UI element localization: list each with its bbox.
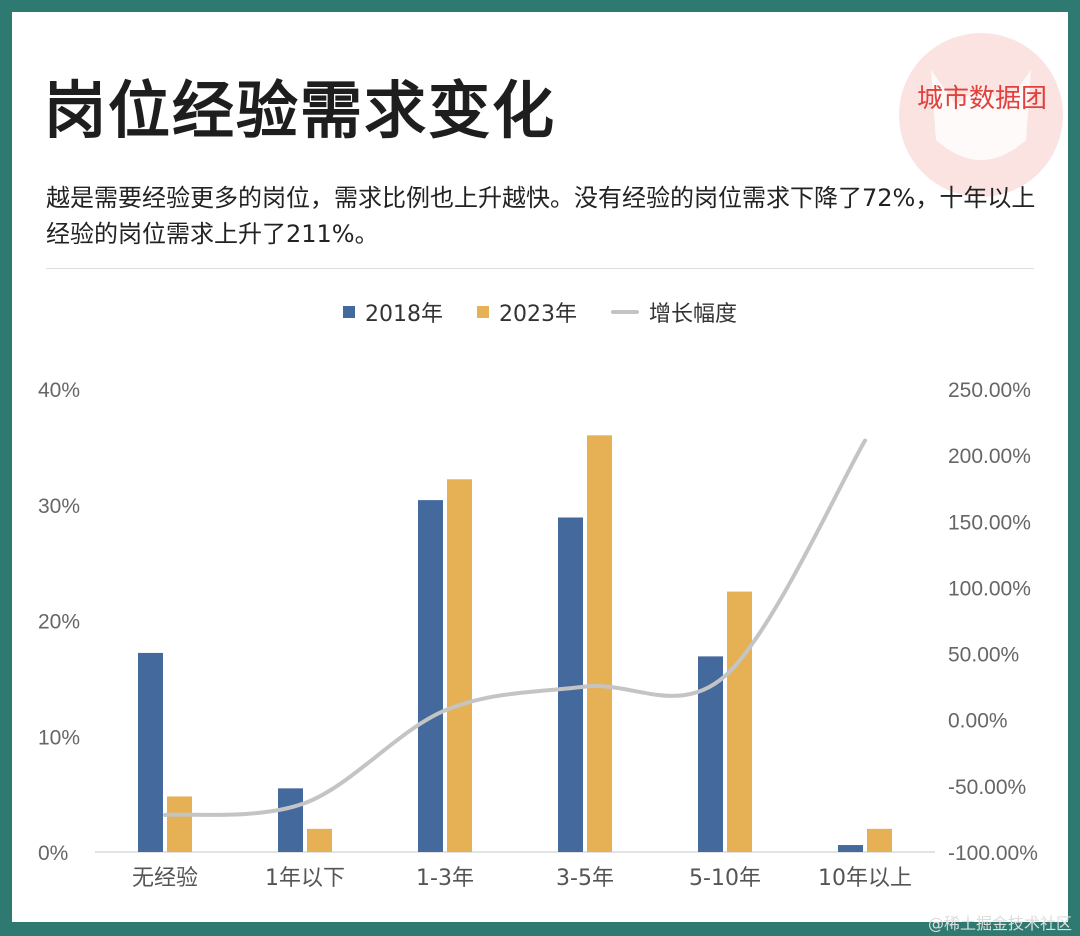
brand-name: 城市数据团 <box>917 84 1048 114</box>
y2-tick-label: -50.00% <box>948 776 1026 799</box>
y-tick-label: 10% <box>38 726 80 749</box>
bar-2018年-3-5年 <box>558 517 583 852</box>
bar-2023年-无经验 <box>167 796 192 852</box>
bar-2023年-5-10年 <box>727 591 752 852</box>
y2-tick-label: 150.00% <box>948 511 1031 534</box>
bar-2018年-10年以上 <box>838 845 863 852</box>
y-tick-label: 20% <box>38 611 80 634</box>
subtitle: 越是需要经验更多的岗位，需求比例也上升越快。没有经验的岗位需求下降了72%，十年… <box>46 184 1036 248</box>
bar-2023年-10年以上 <box>867 828 892 852</box>
bar-2018年-1-3年 <box>418 500 443 852</box>
y2-tick-label: 250.00% <box>948 379 1031 402</box>
bar-2023年-1年以下 <box>307 828 332 852</box>
y2-tick-label: 100.00% <box>948 577 1031 600</box>
divider <box>46 268 1034 269</box>
card <box>12 12 1068 922</box>
legend-line <box>610 310 639 314</box>
legend-2023[interactable]: 2023年 <box>476 296 577 328</box>
bar-2023年-1-3年 <box>447 479 472 852</box>
x-tick-label: 1-3年 <box>416 866 474 891</box>
page-title: 岗位经验需求变化 <box>44 74 557 147</box>
legend-label: 2023年 <box>498 302 577 327</box>
x-tick-label: 1年以下 <box>265 866 345 891</box>
x-tick-label: 无经验 <box>132 866 198 891</box>
legend-swatch <box>476 306 489 318</box>
legend: 2018年 2023年 增长幅度 <box>0 296 1080 328</box>
y2-tick-label: 200.00% <box>948 445 1031 468</box>
y-tick-label: 30% <box>38 495 80 518</box>
legend-label: 2018年 <box>364 302 443 327</box>
x-tick-label: 3-5年 <box>556 866 614 891</box>
y2-tick-label: 50.00% <box>948 644 1019 667</box>
y2-tick-label: -100.00% <box>948 842 1038 865</box>
watermark: @稀土掘金技术社区 <box>927 914 1072 933</box>
y-tick-label: 0% <box>38 842 68 865</box>
legend-2018[interactable]: 2018年 <box>342 296 443 328</box>
legend-label: 增长幅度 <box>648 302 737 327</box>
growth-line <box>163 438 867 817</box>
bar-2023年-3-5年 <box>587 435 612 852</box>
x-tick-label: 5-10年 <box>689 866 761 891</box>
brand-logo <box>899 33 1063 197</box>
bar-2018年-无经验 <box>138 652 163 852</box>
y2-tick-label: 0.00% <box>948 710 1008 733</box>
x-tick-label: 10年以上 <box>818 866 912 891</box>
bar-2018年-1年以下 <box>278 788 303 852</box>
legend-swatch <box>342 306 355 318</box>
legend-growth[interactable]: 增长幅度 <box>610 296 737 328</box>
y-tick-label: 40% <box>38 379 80 402</box>
